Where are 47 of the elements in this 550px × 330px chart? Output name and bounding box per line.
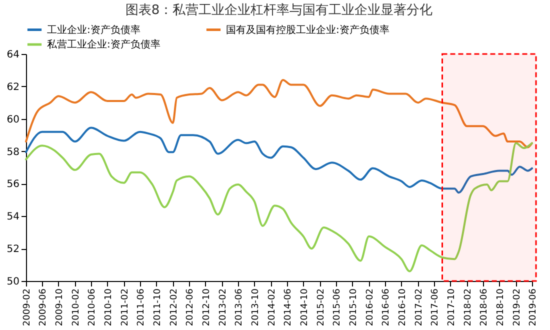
y-tick-label: 64	[6, 50, 20, 60]
x-tick-label: 2011-06	[136, 288, 147, 326]
x-tick-label: 2015-02	[316, 288, 326, 326]
x-tick-label: 2010-10	[104, 288, 114, 326]
x-tick-label: 2015-10	[348, 288, 359, 326]
y-tick-label: 54	[6, 212, 20, 223]
x-tick-label: 2014-10	[300, 288, 310, 326]
legend-label: 国有及国有控股工业企业:资产负债率	[226, 24, 390, 36]
x-tick-label: 2013-06	[234, 288, 245, 326]
x-tick-label: 2016-02	[365, 288, 376, 326]
x-tick-label: 2010-02	[71, 288, 82, 326]
y-tick-label: 52	[6, 244, 20, 256]
x-tick-label: 2013-10	[250, 288, 261, 326]
y-tick-label: 60	[6, 114, 20, 126]
x-tick-label: 2018-02	[463, 288, 474, 326]
y-tick-label: 62	[6, 82, 20, 93]
line-series	[25, 142, 533, 272]
x-tick-label: 2014-06	[284, 288, 294, 326]
x-tick-label: 2016-10	[398, 288, 408, 326]
x-tick-label: 2011-02	[120, 288, 130, 326]
line-series	[25, 78, 533, 148]
legend-label: 工业企业:资产负债率	[47, 24, 140, 36]
x-tick-label: 2010-06	[88, 288, 98, 326]
y-tick-label: 56	[6, 179, 20, 190]
x-tick-label: 2018-06	[480, 288, 490, 326]
legend-label: 私营工业企业:资产负债率	[47, 38, 160, 50]
x-tick-label: 2016-06	[382, 288, 392, 326]
x-tick-label: 2015-06	[332, 288, 343, 326]
x-tick-label: 2012-02	[169, 288, 180, 326]
y-tick-label: 58	[6, 146, 20, 158]
x-tick-label: 2017-06	[430, 288, 441, 326]
x-tick-label: 2018-10	[496, 288, 506, 326]
x-tick-label: 2012-10	[202, 288, 212, 326]
y-tick-label: 50	[6, 276, 20, 288]
x-tick-label: 2009-06	[38, 288, 49, 326]
x-tick-label: 2019-02	[512, 288, 522, 326]
x-tick-label: 2017-02	[414, 288, 424, 326]
line-series	[25, 126, 533, 194]
x-tick-label: 2012-06	[186, 288, 196, 326]
chart-title: 图表8：私营工业企业杠杆率与国有工业企业显著分化	[125, 2, 433, 18]
x-tick-label: 2014-02	[267, 288, 278, 326]
x-tick-label: 2009-10	[54, 288, 65, 326]
x-tick-label: 2019-06	[528, 288, 538, 326]
x-tick-label: 2009-02	[22, 288, 32, 326]
x-tick-label: 2013-02	[218, 288, 228, 326]
x-tick-label: 2017-10	[446, 288, 457, 326]
x-tick-label: 2011-10	[152, 288, 163, 326]
